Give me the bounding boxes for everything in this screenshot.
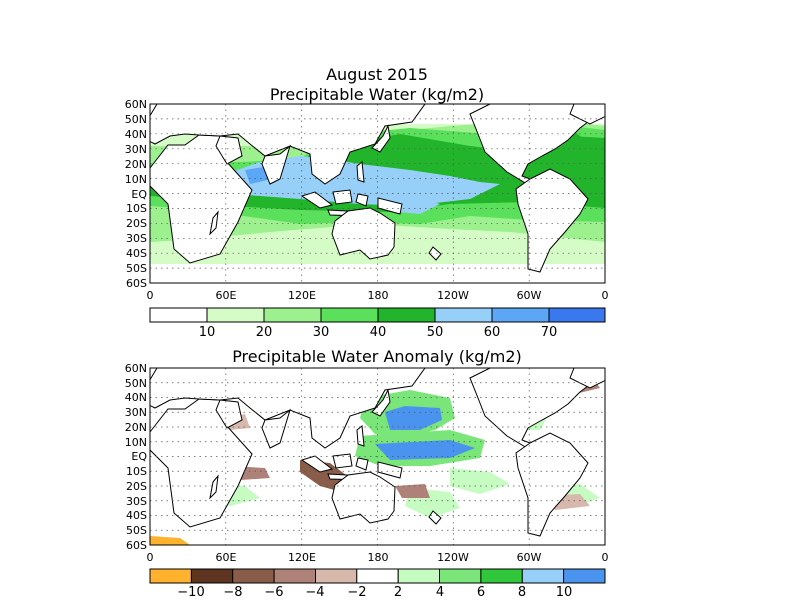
pw-colorbar-label: 40 bbox=[370, 325, 387, 340]
lat-tick: 30S bbox=[126, 495, 147, 508]
anom-colorbar: −10 −8 −6 −4 −2 2 4 6 8 10 bbox=[149, 568, 606, 600]
anom-colorbar-label: 4 bbox=[436, 585, 444, 600]
lat-tick: 10S bbox=[126, 202, 147, 215]
pw-colorbar-label: 30 bbox=[313, 325, 330, 340]
pw-colorbar-label: 70 bbox=[541, 325, 558, 340]
lat-tick: 30N bbox=[125, 406, 147, 419]
lat-tick: 60N bbox=[125, 98, 147, 111]
lat-tick: 60S bbox=[126, 277, 147, 290]
lon-tick: 60W bbox=[517, 551, 542, 564]
lat-tick: EQ bbox=[131, 188, 147, 201]
anom-lat-axis: 60N 50N 40N 30N 20N 10N EQ 10S 20S 30S 4… bbox=[125, 362, 148, 552]
anom-colorbar-label: 6 bbox=[477, 585, 485, 600]
lat-tick: 50S bbox=[126, 524, 147, 537]
anom-colorbar-label: −8 bbox=[223, 585, 242, 600]
lat-tick: 10N bbox=[125, 173, 147, 186]
lat-tick: 40N bbox=[125, 128, 147, 141]
lat-tick: 30S bbox=[126, 232, 147, 245]
lon-tick: 0 bbox=[147, 551, 154, 564]
lon-tick: 0 bbox=[602, 551, 609, 564]
lon-tick: 0 bbox=[602, 289, 609, 302]
pw-colorbar: 10 20 30 40 50 60 70 bbox=[149, 307, 606, 340]
lon-tick: 0 bbox=[147, 289, 154, 302]
lon-tick: 120E bbox=[288, 289, 316, 302]
lon-tick: 120W bbox=[437, 289, 469, 302]
anom-colorbar-label: −2 bbox=[347, 585, 366, 600]
lon-tick: 120E bbox=[288, 551, 316, 564]
lat-tick: 60N bbox=[125, 362, 147, 375]
lat-tick: 50S bbox=[126, 262, 147, 275]
lat-tick: 50N bbox=[125, 377, 147, 390]
lon-tick: 60W bbox=[517, 289, 542, 302]
lat-tick: 40S bbox=[126, 509, 147, 522]
lat-tick: 10N bbox=[125, 436, 147, 449]
lat-tick: 40N bbox=[125, 391, 147, 404]
anom-lon-axis: 0 60E 120E 180 120W 60W 0 bbox=[147, 551, 609, 564]
lat-tick: 40S bbox=[126, 247, 147, 260]
anom-colorbar-label: −6 bbox=[264, 585, 283, 600]
pw-colorbar-label: 10 bbox=[199, 325, 216, 340]
anom-colorbar-label: 10 bbox=[556, 585, 573, 600]
lat-tick: 20N bbox=[125, 158, 147, 171]
lat-tick: 60S bbox=[126, 539, 147, 552]
lon-tick: 60E bbox=[216, 289, 237, 302]
lon-tick: 60E bbox=[216, 551, 237, 564]
lat-tick: 20S bbox=[126, 217, 147, 230]
pw-colorbar-label: 50 bbox=[427, 325, 444, 340]
lat-tick: 30N bbox=[125, 143, 147, 156]
anom-colorbar-label: 2 bbox=[394, 585, 402, 600]
figure-title: August 2015 bbox=[326, 65, 428, 84]
lat-tick: 20S bbox=[126, 480, 147, 493]
lon-tick: 180 bbox=[368, 289, 389, 302]
lat-tick: EQ bbox=[131, 450, 147, 463]
precipitable-water-anomaly-map: Precipitable Water Anomaly (kg/m2) bbox=[125, 347, 609, 600]
pw-lon-axis: 0 60E 120E 180 120W 60W 0 bbox=[147, 289, 609, 302]
anom-map-title: Precipitable Water Anomaly (kg/m2) bbox=[232, 347, 522, 366]
anom-colorbar-label: −4 bbox=[305, 585, 324, 600]
anom-colorbar-label: −10 bbox=[177, 585, 204, 600]
lat-tick: 50N bbox=[125, 113, 147, 126]
lat-tick: 20N bbox=[125, 421, 147, 434]
lon-tick: 180 bbox=[368, 551, 389, 564]
pw-colorbar-label: 20 bbox=[256, 325, 273, 340]
precipitable-water-map: Precipitable Water (kg/m2) bbox=[125, 85, 609, 340]
lon-tick: 120W bbox=[437, 551, 469, 564]
pw-lat-axis: 60N 50N 40N 30N 20N 10N EQ 10S 20S 30S 4… bbox=[125, 98, 148, 290]
pw-map-title: Precipitable Water (kg/m2) bbox=[270, 85, 484, 104]
anom-colorbar-label: 8 bbox=[518, 585, 526, 600]
pw-colorbar-label: 60 bbox=[484, 325, 501, 340]
lat-tick: 10S bbox=[126, 465, 147, 478]
